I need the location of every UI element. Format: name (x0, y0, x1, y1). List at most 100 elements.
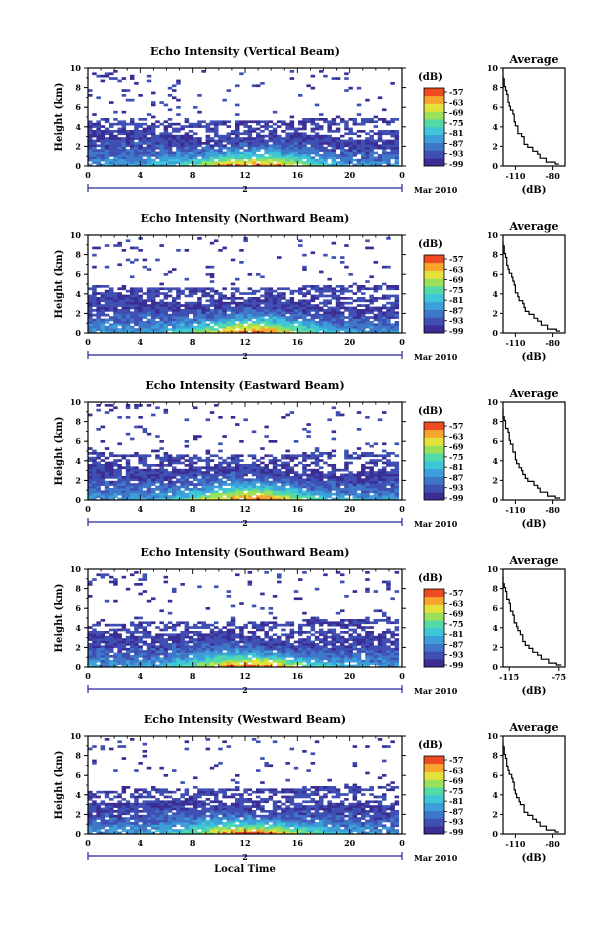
heatmap-cell (159, 142, 164, 145)
heatmap-cell (260, 275, 265, 279)
heatmap-cell (260, 156, 265, 160)
heatmap-cell (201, 483, 206, 486)
heatmap-cell (121, 626, 127, 629)
heatmap-cell (281, 301, 286, 305)
heatmap-cell (260, 328, 265, 331)
heatmap-cell (92, 144, 97, 148)
heatmap-cell (298, 461, 303, 465)
heatmap-cell (335, 77, 341, 80)
heatmap-cell (277, 645, 282, 649)
heatmap-cell (298, 662, 303, 665)
heatmap-cell (247, 471, 253, 474)
heatmap-cell (184, 418, 190, 422)
heatmap-cell (113, 146, 118, 150)
heatmap-cell (390, 323, 395, 327)
heatmap-cell (222, 151, 227, 155)
heatmap-cell (386, 313, 391, 317)
heatmap-cell (138, 149, 143, 152)
heatmap-cell (361, 330, 366, 334)
heatmap-cell (113, 330, 118, 334)
average-x-tick-label: -80 (545, 171, 560, 181)
heatmap-cell (151, 647, 156, 651)
heatmap-cell (214, 306, 219, 310)
heatmap-cell (151, 645, 156, 649)
heatmap-cell (310, 144, 316, 148)
heatmap-cell (302, 299, 307, 303)
heatmap-cell (260, 650, 265, 653)
heatmap-cell (377, 418, 383, 422)
heatmap-cell (130, 149, 135, 152)
heatmap-cell (386, 294, 391, 298)
heatmap-cell (155, 142, 160, 145)
heatmap-cell (205, 299, 211, 303)
heatmap-cell (293, 471, 299, 474)
heatmap-cell (289, 411, 295, 414)
heatmap-cell (159, 301, 164, 305)
heatmap-cell (125, 323, 131, 327)
heatmap-cell (92, 297, 97, 300)
heatmap-cell (373, 156, 379, 160)
heatmap-cell (142, 154, 148, 157)
heatmap-cell (184, 311, 190, 315)
heatmap-cell (319, 485, 324, 489)
heatmap-cell (293, 156, 299, 160)
heatmap-cell (302, 490, 307, 494)
heatmap-cell (159, 640, 164, 644)
heatmap-cell (272, 154, 278, 157)
heatmap-cell (243, 325, 248, 329)
heatmap-cell (209, 628, 215, 632)
heatmap-cell (256, 478, 261, 482)
heatmap-cell (117, 79, 122, 83)
heatmap-cell (314, 454, 320, 458)
heatmap-cell (176, 304, 181, 307)
heatmap-cell (104, 74, 110, 78)
heatmap-cell (193, 476, 198, 479)
heatmap-cell (197, 659, 202, 663)
heatmap-cell (113, 655, 118, 658)
heatmap-cell (373, 120, 379, 124)
heatmap-cell (92, 161, 97, 164)
heatmap-cell (243, 495, 248, 498)
heatmap-cell (142, 492, 148, 496)
heatmap-cell (201, 287, 206, 291)
heatmap-cell (180, 638, 185, 641)
heatmap-cell (92, 464, 97, 467)
heatmap-cell (172, 158, 177, 162)
heatmap-cell (226, 466, 232, 470)
heatmap-cell (151, 597, 156, 601)
heatmap-cell (100, 134, 106, 138)
heatmap-cell (184, 628, 190, 632)
heatmap-cell (163, 130, 169, 133)
heatmap-cell (369, 309, 374, 312)
heatmap-cell (314, 134, 320, 138)
heatmap-cell (230, 306, 236, 310)
heatmap-cell (214, 316, 219, 319)
heatmap-cell (289, 115, 295, 119)
heatmap-cell (268, 650, 274, 653)
heatmap-cell (222, 480, 227, 484)
heatmap-cell (104, 471, 110, 474)
heatmap-cell (184, 318, 190, 322)
heatmap-cell (243, 635, 248, 639)
heatmap-cell (327, 325, 332, 329)
heatmap-cell (373, 473, 379, 477)
heatmap-cell (163, 468, 169, 472)
heatmap-cell (256, 473, 261, 477)
heatmap-cell (134, 137, 139, 140)
heatmap-cell (193, 488, 198, 491)
heatmap-cell (230, 292, 236, 295)
heatmap-cell (365, 323, 370, 327)
heatmap-cell (180, 318, 185, 322)
heatmap-cell (226, 461, 232, 465)
heatmap-cell (247, 640, 253, 644)
heatmap-cell (281, 650, 286, 653)
heatmap-cell (159, 476, 164, 479)
heatmap-cell (314, 144, 320, 148)
heatmap-cell (289, 301, 295, 305)
heatmap-cell (188, 309, 194, 312)
heatmap-cell (344, 449, 349, 453)
heatmap-cell (239, 602, 244, 605)
heatmap-cell (214, 122, 219, 126)
heatmap-cell (109, 125, 114, 128)
heatmap-cell (197, 483, 202, 486)
